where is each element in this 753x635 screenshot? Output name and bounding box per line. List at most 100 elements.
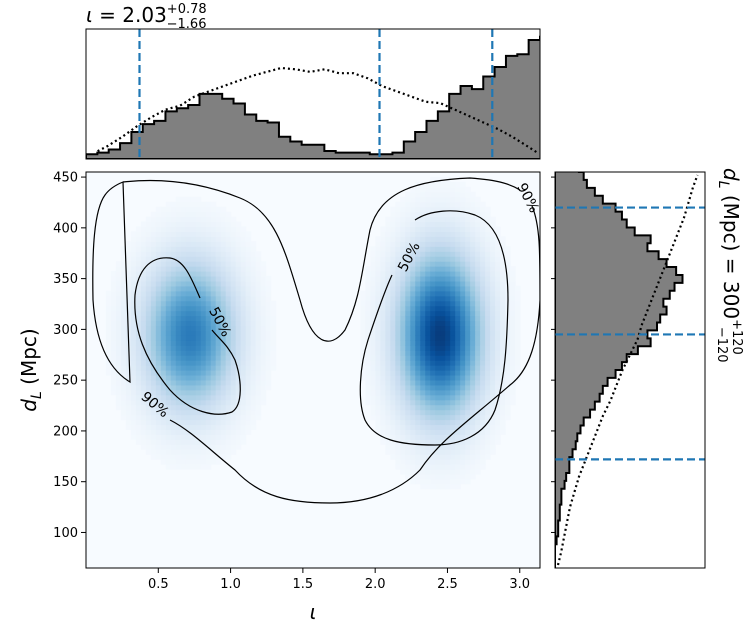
heatmap-cell	[425, 374, 431, 381]
heatmap-cell	[115, 394, 122, 401]
heatmap-cell	[400, 241, 406, 247]
heatmap-cell	[210, 320, 217, 327]
heatmap-cell	[485, 389, 491, 396]
heatmap-cell	[165, 251, 172, 257]
heatmap-cell	[375, 419, 381, 426]
heatmap-cell	[495, 256, 501, 262]
heatmap-cell	[150, 355, 157, 361]
heatmap-cell	[395, 325, 401, 331]
heatmap-cell	[145, 429, 152, 435]
heatmap-cell	[395, 266, 401, 272]
heatmap-cell	[240, 414, 247, 421]
heatmap-cell	[445, 280, 451, 287]
heatmap-cell	[490, 320, 496, 327]
heatmap-cell	[185, 246, 192, 252]
heatmap-cell	[190, 389, 197, 396]
heatmap-cell	[110, 290, 117, 297]
heatmap-cell	[150, 424, 157, 430]
heatmap-cell	[150, 325, 157, 331]
heatmap-cell	[455, 444, 461, 450]
heatmap-cell	[240, 231, 247, 237]
heatmap-cell	[475, 320, 481, 327]
heatmap-cell	[255, 409, 262, 416]
heatmap-cell	[135, 261, 142, 267]
heatmap-cell	[415, 384, 421, 391]
heatmap-cell	[150, 256, 157, 262]
heatmap-cell	[130, 285, 137, 292]
heatmap-cell	[205, 246, 212, 252]
heatmap-cell	[260, 271, 267, 277]
heatmap-cell	[175, 370, 182, 376]
heatmap-cell	[425, 389, 431, 396]
heatmap-cell	[190, 429, 197, 435]
heatmap-cell	[260, 266, 267, 272]
heatmap-cell	[420, 266, 426, 272]
heatmap-cell	[235, 285, 242, 292]
heatmap-cell	[470, 419, 476, 426]
heatmap-cell	[180, 256, 187, 262]
heatmap-cell	[435, 404, 441, 411]
heatmap-cell	[370, 355, 376, 361]
heatmap-cell	[165, 261, 172, 267]
heatmap-cell	[490, 394, 496, 401]
heatmap-cell	[475, 439, 481, 445]
heatmap-cell	[455, 251, 461, 257]
heatmap-cell	[165, 266, 172, 272]
heatmap-cell	[200, 261, 207, 267]
heatmap-cell	[185, 231, 192, 237]
heatmap-cell	[185, 414, 192, 421]
heatmap-cell	[200, 350, 207, 356]
heatmap-cell	[385, 379, 391, 386]
heatmap-cell	[180, 236, 187, 242]
heatmap-cell	[210, 335, 217, 341]
heatmap-cell	[160, 236, 167, 242]
heatmap-cell	[135, 370, 142, 376]
heatmap-cell	[210, 295, 217, 302]
heatmap-cell	[395, 315, 401, 322]
heatmap-cell	[135, 379, 142, 386]
heatmap-cell	[370, 315, 376, 322]
x-tick-label: 1.0	[220, 577, 241, 592]
heatmap-cell	[475, 261, 481, 267]
heatmap-cell	[430, 176, 436, 183]
heatmap-cell	[400, 345, 406, 351]
heatmap-cell	[245, 399, 252, 406]
heatmap-cell	[460, 251, 466, 257]
heatmap-cell	[245, 335, 252, 341]
heatmap-cell	[435, 226, 441, 232]
heatmap-cell	[450, 459, 456, 465]
heatmap-cell	[180, 201, 187, 208]
heatmap-cell	[235, 345, 242, 351]
heatmap-cell	[400, 310, 406, 317]
heatmap-cell	[445, 454, 451, 460]
heatmap-cell	[255, 350, 262, 356]
heatmap-cell	[150, 305, 157, 312]
heatmap-cell	[215, 399, 222, 406]
heatmap-cell	[230, 414, 237, 421]
heatmap-cell	[385, 271, 391, 277]
heatmap-cell	[415, 414, 421, 421]
heatmap-cell	[115, 261, 122, 267]
heatmap-cell	[225, 325, 232, 331]
heatmap-cell	[165, 454, 172, 460]
heatmap-cell	[375, 280, 381, 287]
heatmap-cell	[170, 429, 177, 435]
heatmap-cell	[105, 355, 112, 361]
heatmap-cell	[415, 409, 421, 416]
heatmap-cell	[210, 256, 217, 262]
heatmap-cell	[170, 335, 177, 341]
heatmap-cell	[395, 271, 401, 277]
heatmap-cell	[210, 365, 217, 371]
heatmap-cell	[415, 478, 421, 485]
heatmap-cell	[220, 325, 227, 331]
heatmap-cell	[270, 350, 277, 356]
heatmap-cell	[445, 355, 451, 361]
heatmap-cell	[135, 315, 142, 322]
heatmap-cell	[160, 370, 167, 376]
heatmap-cell	[170, 409, 177, 416]
heatmap-cell	[270, 360, 277, 366]
heatmap-cell	[375, 290, 381, 297]
heatmap-cell	[175, 459, 182, 465]
heatmap-cell	[500, 320, 506, 327]
heatmap-cell	[435, 379, 441, 386]
